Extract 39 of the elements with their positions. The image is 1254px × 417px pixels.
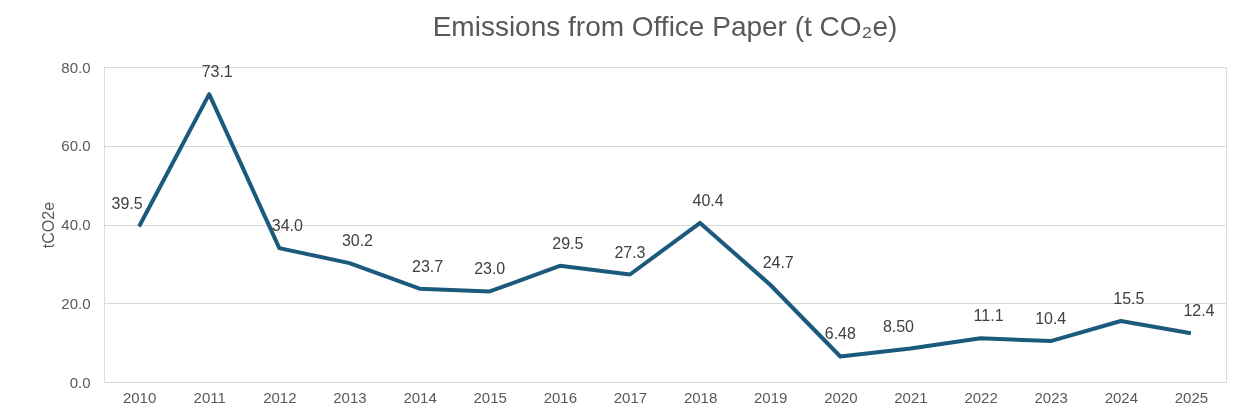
data-label: 6.48 <box>824 325 856 343</box>
y-tick-label: 40.0 <box>61 216 91 233</box>
chart-title: Emissions from Office Paper (t CO₂e) <box>432 11 898 42</box>
data-label: 30.2 <box>341 232 374 250</box>
x-tick-label: 2010 <box>122 388 157 406</box>
data-label: 27.3 <box>614 243 646 261</box>
data-label: 8.50 <box>882 317 915 335</box>
y-tick-label: 80.0 <box>61 58 91 76</box>
y-tick-label: 0.0 <box>69 373 91 391</box>
x-tick-label: 2017 <box>613 388 648 406</box>
data-label: 12.4 <box>1183 302 1215 320</box>
x-tick-label: 2021 <box>894 388 928 406</box>
data-label: 34.0 <box>271 217 303 235</box>
x-tick-label: 2023 <box>1034 388 1068 406</box>
x-tick-label: 2022 <box>964 388 998 406</box>
data-label: 10.4 <box>1035 310 1067 328</box>
y-tick-label: 60.0 <box>61 137 91 155</box>
data-label: 29.5 <box>552 234 584 252</box>
data-label: 23.0 <box>474 260 506 278</box>
data-label: 73.1 <box>201 63 233 81</box>
x-tick-label: 2014 <box>403 388 437 406</box>
x-tick-label: 2025 <box>1174 388 1209 406</box>
x-tick-label: 2011 <box>193 388 226 406</box>
x-tick-label: 2024 <box>1104 388 1138 406</box>
data-label: 39.5 <box>111 195 143 213</box>
data-label: 40.4 <box>692 191 724 209</box>
data-label: 15.5 <box>1113 289 1145 307</box>
y-tick-label: 20.0 <box>61 294 91 312</box>
data-label: 23.7 <box>411 257 444 275</box>
x-tick-label: 2012 <box>263 388 297 406</box>
data-label: 11.1 <box>973 307 1004 325</box>
y-axis-title: tCO2e <box>40 201 58 249</box>
x-tick-label: 2020 <box>824 388 858 406</box>
x-tick-label: 2019 <box>754 388 788 406</box>
x-tick-label: 2013 <box>333 388 367 406</box>
x-tick-label: 2016 <box>543 388 577 406</box>
data-label: 24.7 <box>762 253 794 271</box>
x-tick-label: 2018 <box>683 388 718 406</box>
x-tick-label: 2015 <box>473 388 507 406</box>
